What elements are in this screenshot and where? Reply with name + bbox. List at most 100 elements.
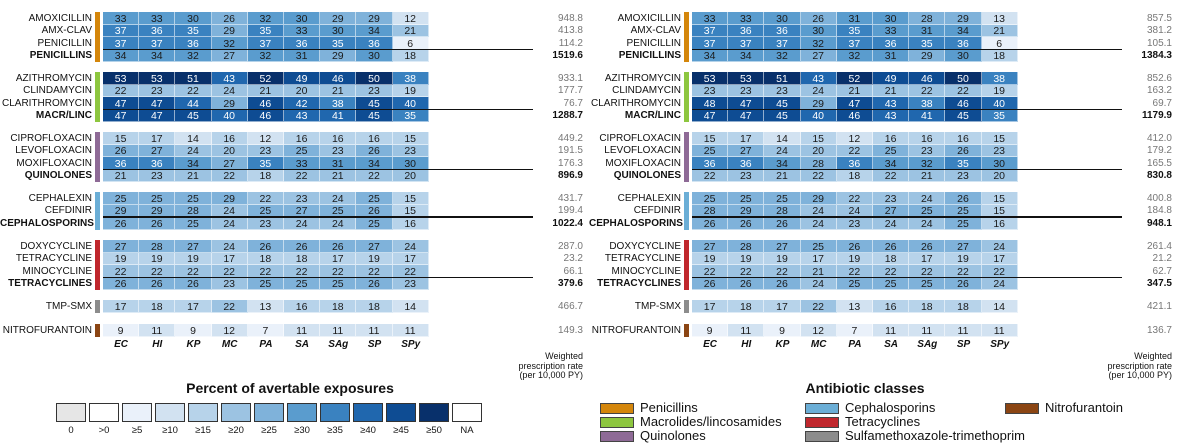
heatmap-cell: 17 [139,132,176,145]
percent-legend-title: Percent of avertable exposures [186,380,394,396]
rate-value: 184.8 [1146,205,1172,217]
heatmap-cell: 45 [356,109,393,123]
heatmap-cell: 24 [800,84,837,98]
heatmap-cell: 53 [139,72,176,85]
organism-label: MC [810,339,827,350]
heatmap-cell: 16 [211,132,248,145]
heatmap-cell: 22 [247,192,284,205]
heatmap-cell: 24 [211,84,248,98]
heatmap-cell: 28 [909,12,946,25]
heatmap-cell: 30 [800,24,837,38]
class-rate-value: 1519.6 [552,50,583,62]
class-summary-label: CEPHALOSPORINS [589,217,683,229]
legend-label: NA [460,425,474,436]
summary-divider [692,48,1122,51]
class-legend-label: Penicillins [640,400,698,415]
heatmap-cell: 13 [836,300,873,313]
drug-label: CLINDAMYCIN [23,85,92,97]
heatmap-cell: 51 [764,72,801,85]
heatmap-cell: 19 [692,252,729,266]
heatmap-cell: 27 [211,49,248,63]
summary-divider [692,168,1122,171]
heatmap-cell: 26 [945,144,982,158]
class-color-bar [684,300,689,313]
rate-value: 114.2 [558,37,583,49]
heatmap-cell: 35 [247,24,284,38]
legend-label: ≥20 [228,425,244,436]
rate-value: 431.7 [557,192,583,204]
drug-label: AMOXICILLIN [28,12,92,24]
heatmap-cell: 11 [392,324,429,337]
heatmap-cell: 14 [392,300,429,313]
heatmap-cell: 26 [692,277,729,291]
class-color-bar [684,132,689,183]
heatmap-cell: 16 [392,217,429,230]
class-legend-label: Nitrofurantoin [1045,400,1124,415]
heatmap-cell: 18 [392,49,429,63]
heatmap-cell: 12 [392,12,429,25]
organism-label: PA [259,339,273,350]
class-swatch [1005,403,1039,414]
heatmap-cell: 33 [728,12,765,25]
heatmap-cell: 19 [981,84,1018,98]
heatmap-cell: 22 [836,192,873,205]
drug-label: CIPROFLOXACIN [599,132,681,144]
heatmap-cell: 23 [247,144,284,158]
class-color-bar [684,12,689,63]
class-color-bar [95,192,100,230]
heatmap-cell: 15 [981,132,1018,145]
class-summary-label: QUINOLONES [24,170,92,182]
class-rate-value: 1288.7 [552,110,583,122]
drug-label: CEPHALEXIN [617,192,681,204]
heatmap-cell: 25 [247,277,284,291]
heatmap-cell: 22 [945,84,982,98]
rate-value: 412.0 [1146,132,1172,144]
organism-label: KP [775,339,790,350]
heatmap-cell: 53 [728,72,765,85]
heatmap-cell: 28 [728,240,765,253]
drug-label: AMOXICILLIN [617,12,681,24]
organism-label: SAg [917,339,938,350]
heatmap-cell: 33 [139,12,176,25]
rate-value: 69.7 [1152,97,1172,109]
heatmap-cell: 11 [356,324,393,337]
class-swatch [600,403,634,414]
heatmap-cell: 26 [284,240,321,253]
organism-label: EC [114,339,129,350]
heatmap-cell: 24 [909,192,946,205]
heatmap-cell: 17 [800,252,837,266]
summary-divider [103,216,533,218]
heatmap-cell: 16 [320,132,357,145]
class-summary-label: PENICILLINS [618,50,681,62]
heatmap-cell: 33 [692,12,729,25]
heatmap-cell: 26 [175,277,212,291]
heatmap-cell: 25 [909,277,946,291]
class-color-bar [95,72,100,123]
heatmap-cell: 23 [139,84,176,98]
heatmap-cell: 16 [909,132,946,145]
heatmap-cell: 38 [981,72,1018,85]
heatmap-cell: 18 [247,169,284,183]
heatmap-cell: 34 [139,49,176,63]
heatmap-cell: 11 [909,324,946,337]
rate-value: 165.5 [1146,157,1172,169]
heatmap-cell: 11 [728,324,765,337]
heatmap-cell: 35 [836,24,873,38]
heatmap-cell: 23 [873,192,910,205]
heatmap-cell: 19 [728,252,765,266]
heatmap-cell: 33 [103,12,140,25]
organism-label: MC [221,339,238,350]
heatmap-cell: 36 [139,24,176,38]
heatmap-cell: 33 [284,24,321,38]
legend-label: ≥50 [426,425,442,436]
class-swatch [805,431,839,442]
heatmap-cell: 26 [800,12,837,25]
class-summary-label: MACR/LINC [624,110,681,122]
class-rate-value: 896.9 [557,170,583,182]
heatmap-cell: 30 [945,49,982,63]
heatmap-cell: 37 [103,24,140,38]
legend-swatch [419,403,449,422]
heatmap-cell: 21 [320,169,357,183]
rate-value: 199.4 [557,205,583,217]
